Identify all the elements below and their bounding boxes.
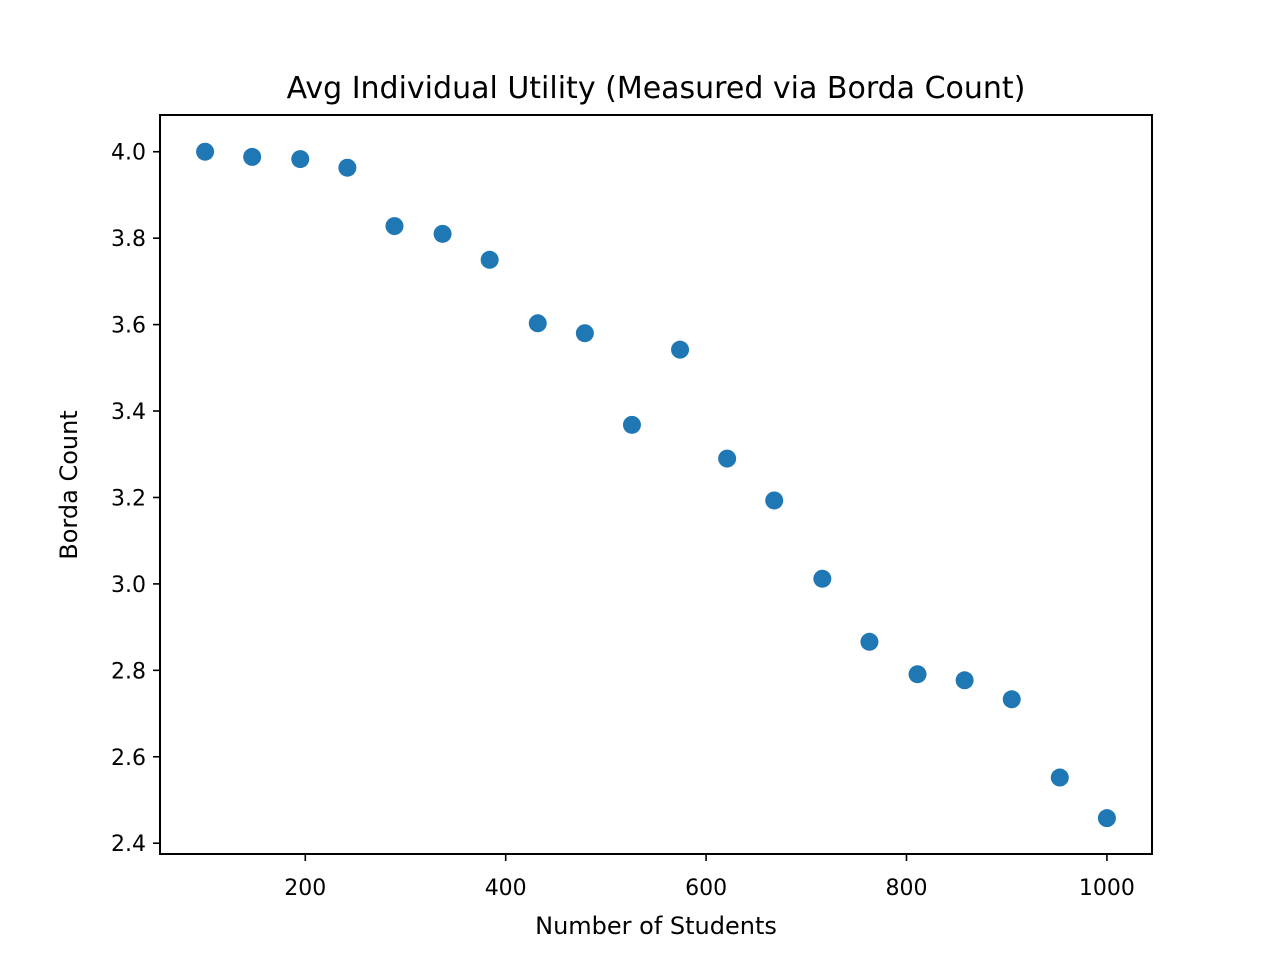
- data-point: [622, 415, 641, 434]
- data-point: [243, 147, 262, 166]
- data-point: [1097, 809, 1116, 828]
- x-tick-label: 1000: [1079, 876, 1135, 901]
- axes-frame: [159, 114, 1153, 855]
- y-tick-label: 2.4: [111, 832, 146, 857]
- data-point: [1002, 690, 1021, 709]
- y-axis-label: Borda Count: [55, 410, 83, 559]
- x-tick-label: 600: [685, 876, 727, 901]
- data-point: [955, 671, 974, 690]
- data-point: [860, 632, 879, 651]
- x-tick-label: 800: [886, 876, 928, 901]
- data-point: [1050, 768, 1069, 787]
- y-axis: 2.4 2.6 2.8 3.0 3.2 3.4 3.6 3.8 4.0: [111, 141, 160, 857]
- y-tick-label: 3.2: [111, 486, 146, 511]
- plot-area: [196, 142, 1116, 828]
- x-tick-label: 200: [284, 876, 326, 901]
- data-point: [433, 224, 452, 243]
- y-tick-label: 4.0: [111, 141, 146, 166]
- y-tick-label: 3.0: [111, 573, 146, 598]
- y-tick-label: 3.6: [111, 314, 146, 339]
- data-point: [480, 250, 499, 269]
- data-point: [908, 665, 927, 684]
- data-point: [718, 449, 737, 468]
- y-tick-label: 3.8: [111, 227, 146, 252]
- data-point: [338, 158, 357, 177]
- x-tick-label: 400: [485, 876, 527, 901]
- data-point: [765, 491, 784, 510]
- y-tick-label: 2.6: [111, 746, 146, 771]
- x-axis: 200 400 600 800 1000: [284, 854, 1135, 901]
- x-axis-label: Number of Students: [535, 912, 777, 940]
- y-tick-label: 2.8: [111, 659, 146, 684]
- y-tick-label: 3.4: [111, 400, 146, 425]
- data-point: [385, 217, 404, 236]
- data-point: [575, 324, 594, 343]
- data-point: [813, 569, 832, 588]
- data-point: [196, 142, 215, 161]
- data-point: [671, 340, 690, 359]
- data-point: [528, 314, 547, 333]
- data-point: [291, 150, 310, 169]
- chart-title: Avg Individual Utility (Measured via Bor…: [287, 71, 1026, 106]
